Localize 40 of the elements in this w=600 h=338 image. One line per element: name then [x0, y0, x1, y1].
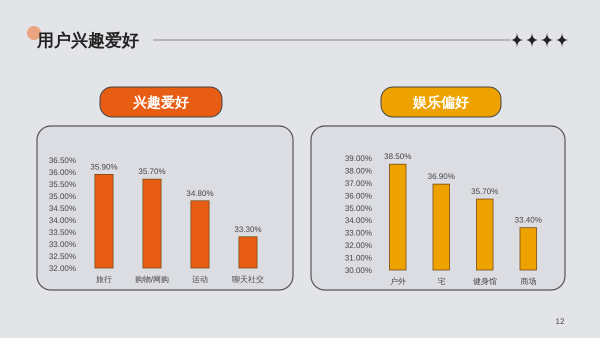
y-tick-label: 33.50%: [48, 228, 76, 237]
y-tick-label: 39.00%: [344, 154, 372, 163]
data-label: 36.90%: [428, 172, 455, 182]
data-label: 35.70%: [471, 187, 498, 196]
text: 用户兴趣爱好: [36, 31, 139, 50]
y-tick-label: 31.00%: [344, 254, 372, 263]
y-tick-label: 33.00%: [48, 240, 76, 249]
data-label: 35.70%: [138, 167, 166, 176]
y-tick-label: 35.00%: [344, 204, 372, 213]
x-tick-label: 运动: [192, 275, 208, 284]
data-label: 34.80%: [186, 188, 214, 198]
x-tick-label: 聊天社交: [232, 275, 264, 284]
x-tick-label: 商场: [520, 277, 536, 286]
y-tick-label: 32.50%: [48, 252, 76, 261]
y-tick-label: 30.00%: [344, 266, 372, 275]
y-tick-label: 34.00%: [48, 216, 76, 225]
chart-title: 娱乐偏好: [412, 94, 469, 110]
x-tick-label: 户外: [390, 277, 406, 286]
y-tick-label: 33.00%: [344, 228, 372, 238]
y-tick-label: 35.00%: [48, 192, 76, 201]
x-tick-label: 旅行: [96, 275, 112, 284]
y-tick-label: 38.00%: [344, 166, 372, 176]
x-tick-label: 购物/网购: [134, 275, 170, 284]
y-tick-label: 36.00%: [48, 168, 76, 177]
x-tick-label: 健身馆: [472, 277, 497, 286]
data-label: 33.30%: [234, 224, 262, 234]
chart-title: 兴趣爱好: [132, 94, 189, 110]
y-tick-label: 35.50%: [48, 180, 76, 189]
data-label: 38.50%: [384, 152, 412, 162]
y-tick-label: 36.00%: [344, 191, 372, 200]
y-tick-label: 32.00%: [344, 241, 372, 250]
data-label: 35.90%: [90, 162, 118, 172]
text: 12: [556, 317, 565, 326]
y-tick-label: 34.00%: [344, 216, 372, 226]
y-tick-label: 32.00%: [48, 264, 76, 273]
y-tick-label: 37.00%: [344, 178, 372, 188]
y-tick-label: 36.50%: [48, 156, 76, 165]
x-tick-label: 宅: [437, 277, 446, 286]
data-label: 33.40%: [514, 216, 542, 225]
y-tick-label: 34.50%: [48, 204, 76, 213]
